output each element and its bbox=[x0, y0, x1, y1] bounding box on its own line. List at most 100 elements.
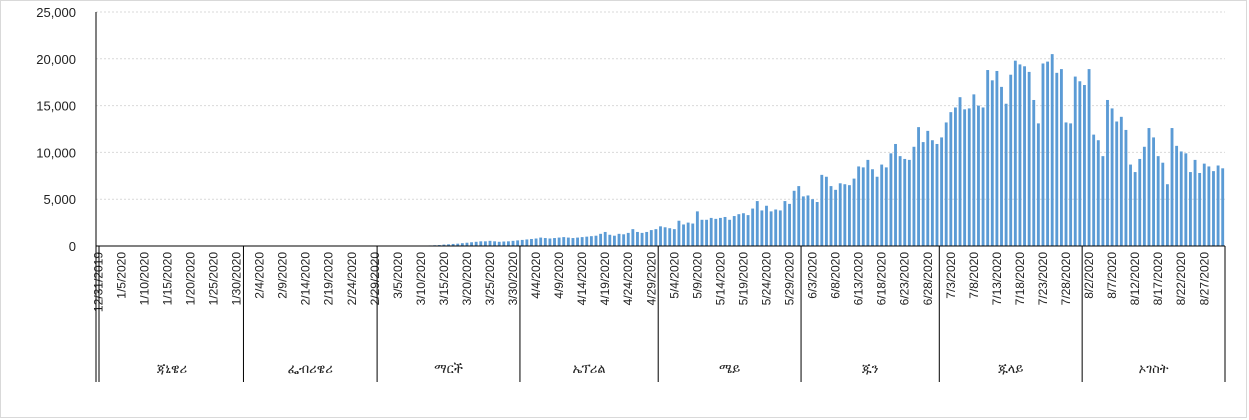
bar bbox=[520, 239, 524, 246]
x-tick-label: 3/15/2020 bbox=[437, 252, 451, 306]
bar bbox=[502, 241, 506, 246]
bar bbox=[1000, 86, 1003, 246]
bar bbox=[562, 237, 566, 246]
bar bbox=[700, 219, 704, 246]
bar bbox=[640, 232, 644, 246]
bar bbox=[935, 143, 939, 246]
x-tick-label: 4/24/2020 bbox=[621, 252, 635, 306]
bar bbox=[778, 210, 782, 246]
x-axis-ticks: 12/31/2019 1/5/2020 1/10/2020 1/15/2020 1/20… bbox=[91, 252, 1211, 312]
bar bbox=[944, 122, 948, 246]
y-tick-label: 10,000 bbox=[36, 145, 76, 160]
bar bbox=[765, 205, 768, 246]
x-tick-label: 5/4/2020 bbox=[667, 252, 681, 299]
bar bbox=[603, 231, 607, 246]
x-tick-label: 1/30/2020 bbox=[230, 252, 244, 306]
x-tick-label: 8/7/2020 bbox=[1105, 252, 1119, 299]
bar bbox=[1046, 61, 1050, 246]
x-tick-label: 5/9/2020 bbox=[690, 252, 704, 299]
bar bbox=[539, 237, 543, 246]
bar bbox=[986, 70, 990, 246]
bar bbox=[1064, 122, 1068, 246]
x-tick-label: 8/27/2020 bbox=[1197, 252, 1211, 306]
bar bbox=[612, 235, 616, 246]
bar bbox=[1078, 81, 1082, 246]
bar bbox=[677, 220, 681, 246]
bar bbox=[465, 242, 469, 246]
x-tick-label: 3/30/2020 bbox=[506, 252, 520, 306]
bar bbox=[718, 217, 722, 246]
bar bbox=[1212, 171, 1215, 246]
bar bbox=[811, 199, 814, 246]
bar bbox=[815, 202, 819, 246]
bar bbox=[912, 146, 916, 246]
bar bbox=[769, 211, 773, 246]
bar bbox=[589, 236, 593, 246]
bar bbox=[1106, 99, 1109, 246]
bar bbox=[456, 243, 460, 246]
bar bbox=[898, 156, 902, 246]
bar bbox=[926, 130, 930, 246]
bar bbox=[1124, 129, 1128, 246]
month-label: ማርች bbox=[434, 362, 463, 377]
bar bbox=[1133, 172, 1137, 246]
bar bbox=[977, 105, 980, 246]
bar bbox=[857, 166, 861, 246]
bar bbox=[723, 216, 727, 246]
bar bbox=[806, 195, 810, 246]
x-tick-label: 1/15/2020 bbox=[160, 252, 174, 306]
x-tick-label: 1/5/2020 bbox=[114, 252, 128, 299]
bar bbox=[949, 112, 953, 247]
x-tick-label: 5/19/2020 bbox=[736, 252, 750, 306]
bar bbox=[534, 238, 538, 246]
bar bbox=[1115, 121, 1119, 246]
bar bbox=[1119, 116, 1123, 246]
x-tick-label: 2/24/2020 bbox=[345, 252, 359, 306]
y-tick-label: 0 bbox=[69, 239, 76, 254]
bar bbox=[967, 108, 971, 246]
bar bbox=[848, 185, 851, 246]
bar bbox=[907, 159, 911, 246]
x-tick-label: 6/28/2020 bbox=[921, 252, 935, 306]
bar bbox=[838, 183, 842, 246]
bar bbox=[672, 229, 676, 246]
bar bbox=[824, 176, 828, 246]
bar bbox=[488, 240, 492, 246]
bar bbox=[695, 211, 699, 246]
x-tick-label: 4/29/2020 bbox=[644, 252, 658, 306]
bar bbox=[460, 243, 464, 246]
bar bbox=[981, 107, 985, 246]
x-tick-label: 6/3/2020 bbox=[806, 252, 820, 299]
month-label: ጁላይ bbox=[998, 362, 1023, 377]
bar bbox=[1096, 140, 1100, 246]
bar bbox=[1165, 184, 1169, 246]
bar bbox=[894, 143, 897, 246]
x-tick-label: 7/3/2020 bbox=[944, 252, 958, 299]
bar bbox=[1092, 134, 1096, 246]
month-labels: ጃኒዌሪ ፌብሪዌሪ ማርች ኤፕሪል ሜይ ጁን ጁላይ ኦገስት bbox=[98, 246, 1226, 382]
x-tick-label: 7/28/2020 bbox=[1059, 252, 1073, 306]
bar bbox=[548, 238, 552, 246]
y-tick-label: 20,000 bbox=[36, 52, 76, 67]
bar bbox=[580, 237, 584, 246]
bar bbox=[995, 70, 999, 246]
bar bbox=[732, 216, 736, 246]
bar bbox=[820, 174, 824, 246]
bar bbox=[1050, 54, 1054, 247]
y-tick-label: 5,000 bbox=[43, 192, 76, 207]
x-tick-label: 4/19/2020 bbox=[598, 252, 612, 306]
bar bbox=[654, 229, 658, 246]
gridlines bbox=[96, 11, 1225, 200]
x-tick-label: 1/25/2020 bbox=[207, 252, 221, 306]
bar bbox=[1193, 159, 1197, 246]
bar bbox=[626, 232, 630, 246]
bar bbox=[470, 242, 473, 246]
bar bbox=[686, 222, 690, 246]
x-tick-label: 2/19/2020 bbox=[322, 252, 336, 306]
bar bbox=[636, 231, 639, 246]
bar bbox=[1170, 128, 1174, 246]
x-tick-label: 2/29/2020 bbox=[368, 252, 382, 306]
bar bbox=[875, 176, 879, 246]
bar bbox=[1189, 172, 1192, 246]
bar bbox=[691, 223, 695, 246]
